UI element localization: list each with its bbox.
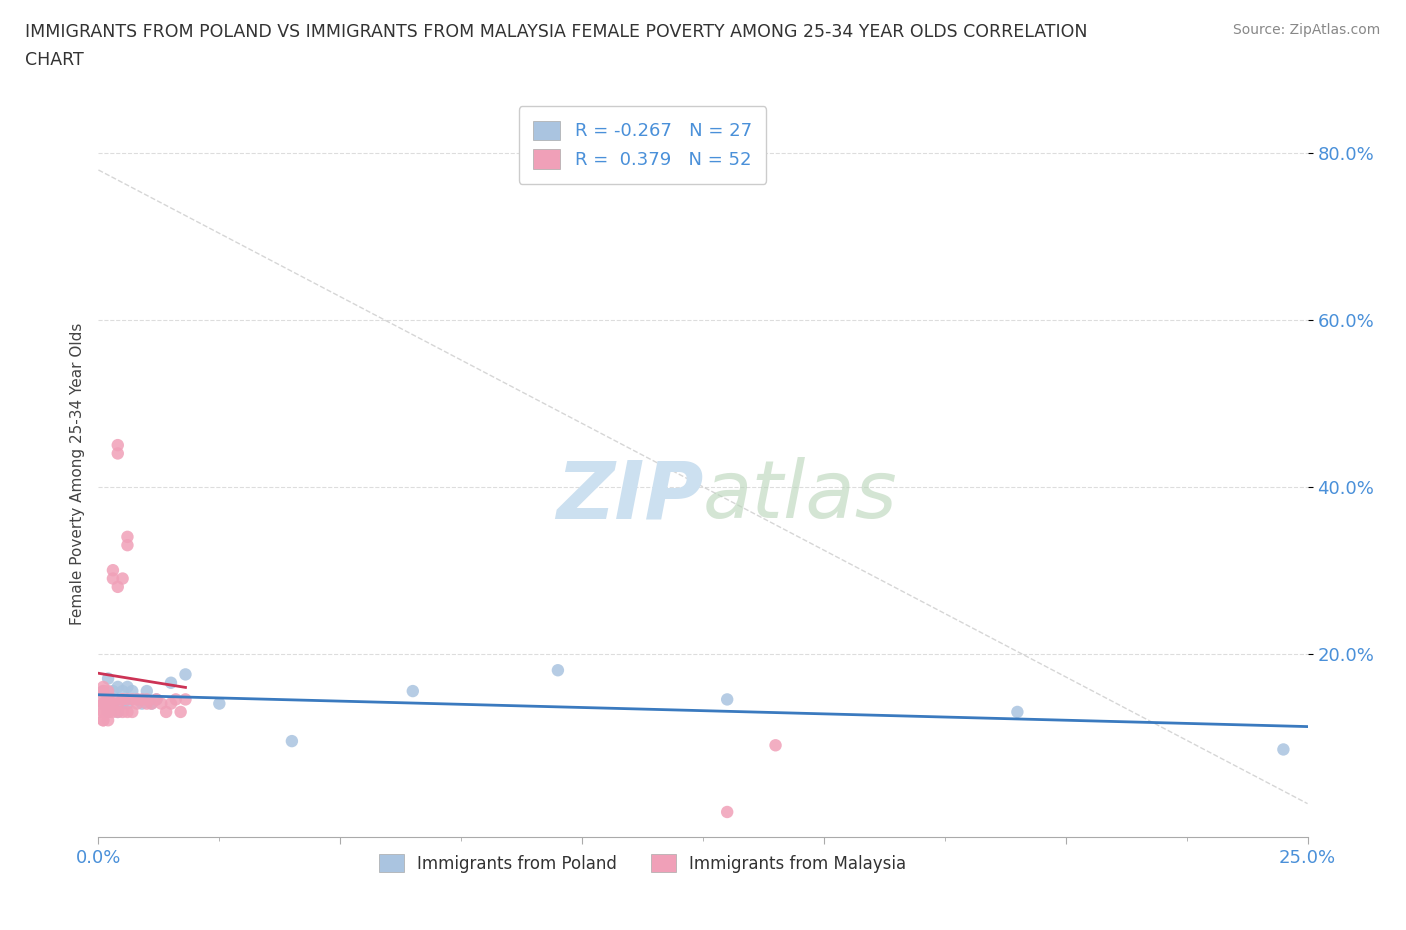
- Point: [91, 712, 114, 727]
- Point: [111, 697, 134, 711]
- Point: [91, 684, 114, 698]
- Point: [145, 692, 167, 707]
- Point: [97, 705, 120, 720]
- Y-axis label: Female Poverty Among 25-34 Year Olds: Female Poverty Among 25-34 Year Olds: [69, 323, 84, 626]
- Text: IMMIGRANTS FROM POLAND VS IMMIGRANTS FROM MALAYSIA FEMALE POVERTY AMONG 25-34 YE: IMMIGRANTS FROM POLAND VS IMMIGRANTS FRO…: [25, 23, 1088, 41]
- Point: [1007, 705, 1029, 720]
- Point: [91, 705, 114, 720]
- Point: [135, 684, 157, 698]
- Point: [107, 579, 129, 594]
- Point: [101, 697, 124, 711]
- Point: [165, 692, 187, 707]
- Text: ZIP: ZIP: [555, 457, 703, 535]
- Point: [91, 712, 114, 727]
- Point: [91, 697, 114, 711]
- Point: [91, 697, 114, 711]
- Point: [135, 692, 157, 707]
- Point: [101, 692, 124, 707]
- Point: [131, 692, 153, 707]
- Point: [121, 684, 143, 698]
- Point: [150, 697, 173, 711]
- Point: [281, 734, 304, 749]
- Point: [174, 692, 197, 707]
- Point: [208, 697, 231, 711]
- Point: [97, 692, 120, 707]
- Point: [174, 667, 197, 682]
- Point: [97, 712, 120, 727]
- Point: [111, 692, 134, 707]
- Point: [97, 697, 120, 711]
- Point: [97, 671, 120, 686]
- Point: [101, 705, 124, 720]
- Point: [111, 571, 134, 586]
- Point: [91, 680, 114, 695]
- Point: [117, 692, 139, 707]
- Point: [91, 705, 114, 720]
- Text: atlas: atlas: [703, 457, 898, 535]
- Point: [160, 697, 183, 711]
- Point: [155, 705, 177, 720]
- Point: [117, 529, 139, 544]
- Point: [716, 692, 738, 707]
- Point: [117, 538, 139, 552]
- Point: [97, 692, 120, 707]
- Point: [107, 446, 129, 461]
- Point: [141, 697, 163, 711]
- Point: [107, 697, 129, 711]
- Point: [97, 705, 120, 720]
- Point: [121, 705, 143, 720]
- Point: [402, 684, 425, 698]
- Point: [1272, 742, 1295, 757]
- Point: [121, 692, 143, 707]
- Point: [111, 692, 134, 707]
- Point: [765, 737, 787, 752]
- Point: [141, 697, 163, 711]
- Point: [107, 705, 129, 720]
- Point: [111, 705, 134, 720]
- Point: [97, 705, 120, 720]
- Point: [101, 697, 124, 711]
- Point: [117, 680, 139, 695]
- Text: Source: ZipAtlas.com: Source: ZipAtlas.com: [1233, 23, 1381, 37]
- Text: CHART: CHART: [25, 51, 84, 69]
- Point: [127, 692, 149, 707]
- Point: [91, 697, 114, 711]
- Point: [117, 705, 139, 720]
- Point: [547, 663, 569, 678]
- Legend: Immigrants from Poland, Immigrants from Malaysia: Immigrants from Poland, Immigrants from …: [373, 847, 912, 880]
- Point: [145, 692, 167, 707]
- Point: [107, 438, 129, 453]
- Point: [107, 680, 129, 695]
- Point: [97, 684, 120, 698]
- Point: [117, 697, 139, 711]
- Point: [131, 697, 153, 711]
- Point: [101, 684, 124, 698]
- Point: [127, 692, 149, 707]
- Point: [716, 804, 738, 819]
- Point: [101, 571, 124, 586]
- Point: [127, 697, 149, 711]
- Point: [91, 684, 114, 698]
- Point: [91, 697, 114, 711]
- Point: [101, 563, 124, 578]
- Point: [169, 705, 191, 720]
- Point: [111, 684, 134, 698]
- Point: [160, 675, 183, 690]
- Point: [91, 688, 114, 703]
- Point: [135, 697, 157, 711]
- Point: [107, 705, 129, 720]
